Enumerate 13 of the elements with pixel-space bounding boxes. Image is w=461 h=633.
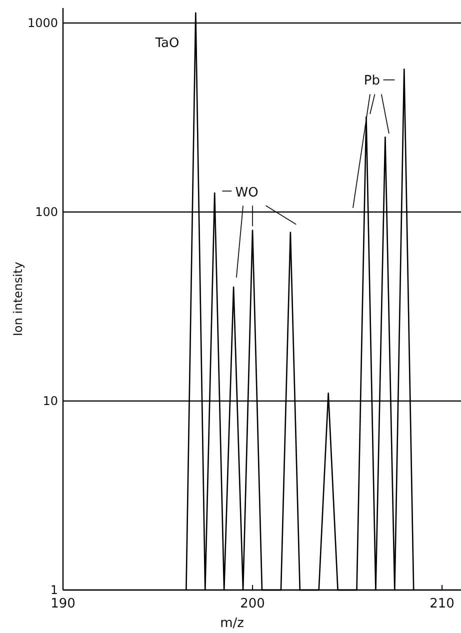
- y-tick-label: 100: [35, 204, 58, 219]
- annotation: WO: [235, 185, 258, 200]
- annotation: TaO: [154, 36, 180, 51]
- y-tick-label: 1000: [27, 16, 58, 30]
- x-tick-label: 200: [240, 596, 265, 612]
- y-axis-title: Ion intensity: [11, 262, 25, 336]
- y-tick-label: 10: [42, 394, 58, 408]
- annotation: Pb: [364, 74, 380, 89]
- x-tick-label: 210: [430, 596, 454, 612]
- x-tick-label: 190: [50, 596, 76, 612]
- line-series: [186, 12, 414, 591]
- y-tick-label: 1: [50, 582, 58, 597]
- x-axis-title: m/z: [220, 616, 244, 631]
